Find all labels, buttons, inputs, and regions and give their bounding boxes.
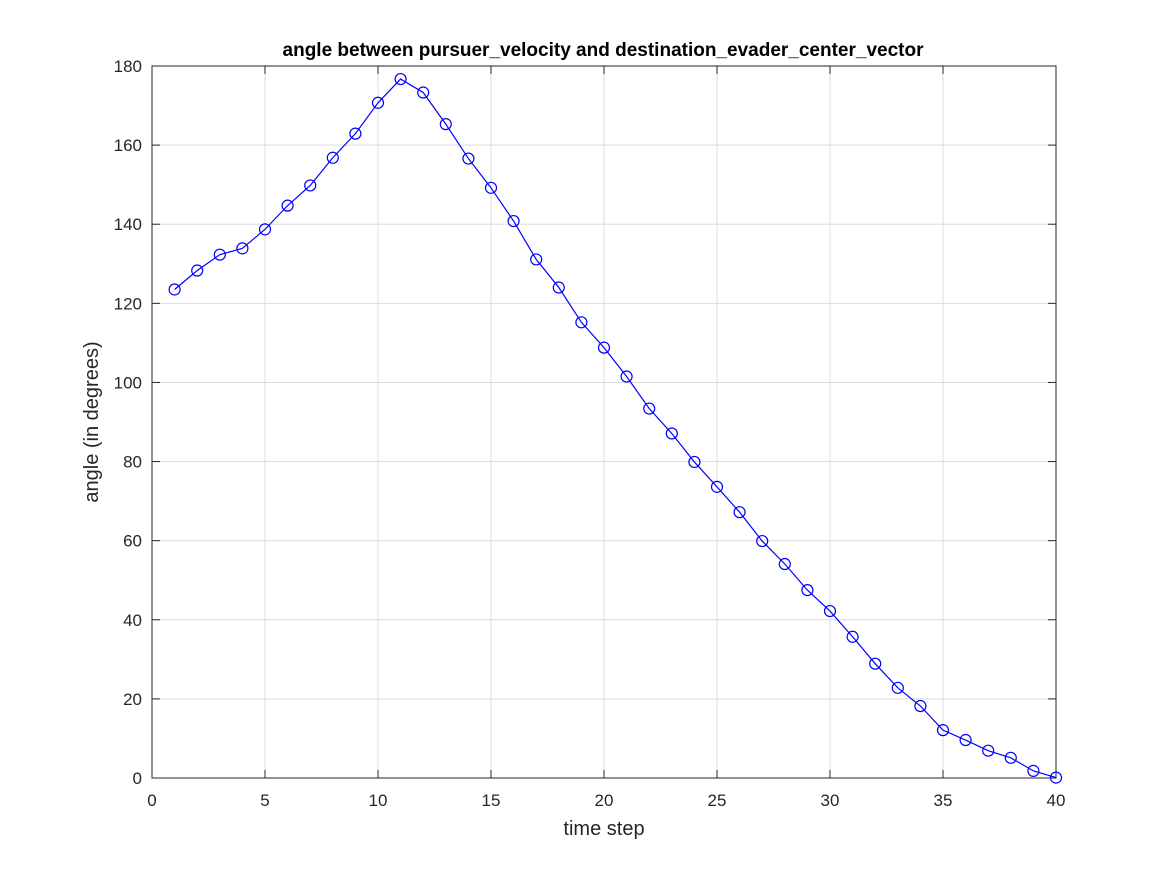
y-tick-label: 180 [114,57,142,76]
series-line [174,78,1057,779]
data-point [597,341,611,354]
data-point [665,427,678,440]
data-point [575,316,588,329]
data-series [168,72,1063,784]
data-point [733,506,746,519]
x-tick-label: 20 [595,791,614,810]
y-tick-label: 160 [114,136,142,155]
y-tick-label: 0 [133,769,142,788]
y-tick-label: 140 [114,215,142,234]
data-point [417,86,430,99]
data-point [462,152,475,165]
data-point [710,480,724,493]
data-point [801,584,814,597]
x-tick-label: 0 [147,791,156,810]
x-tick-label: 40 [1047,791,1066,810]
chart-title: angle between pursuer_velocity and desti… [283,40,925,61]
data-point [1049,771,1063,784]
data-point [1004,751,1017,764]
grid [151,65,1057,779]
y-tick-label: 120 [114,294,142,313]
x-tick-label: 15 [482,791,501,810]
data-point [620,370,633,383]
data-point [258,223,272,236]
data-point [891,681,904,694]
y-tick-label: 80 [123,453,142,472]
data-point [823,604,837,618]
x-tick-label: 25 [708,791,727,810]
data-point [643,402,656,415]
data-point [846,630,859,643]
data-point [936,724,950,737]
x-tick-label: 35 [934,791,953,810]
data-point [982,744,995,757]
data-point [1027,764,1040,777]
x-tick-label: 10 [369,791,388,810]
y-tick-label: 60 [123,532,142,551]
data-point [213,248,226,261]
y-tick-label: 100 [114,373,142,392]
data-point [191,264,204,277]
x-axis-label: time step [563,818,644,840]
data-point [326,151,339,164]
data-point [959,733,972,747]
data-point [394,72,407,86]
data-point [914,699,927,713]
x-tick-label: 5 [260,791,269,810]
data-point [778,557,791,571]
data-point [530,253,543,266]
data-point [484,181,498,194]
data-point [756,534,769,548]
data-point [349,127,362,140]
data-point [281,199,294,212]
data-point [304,179,317,192]
y-tick-label: 40 [123,611,142,630]
data-point [439,118,452,131]
x-tick-label: 30 [821,791,840,810]
axis-ticks: 0 5 10 15 20 25 30 35 40 0 20 40 60 80 100 120 140 160 180 [114,57,1066,810]
data-point [236,242,249,255]
data-point [552,281,565,294]
data-point [507,214,520,228]
y-tick-label: 20 [123,690,142,709]
data-point [869,657,882,670]
data-point [371,96,385,109]
data-point [688,455,701,469]
data-point [168,283,181,296]
y-axis-label: angle (in degrees) [81,341,103,502]
